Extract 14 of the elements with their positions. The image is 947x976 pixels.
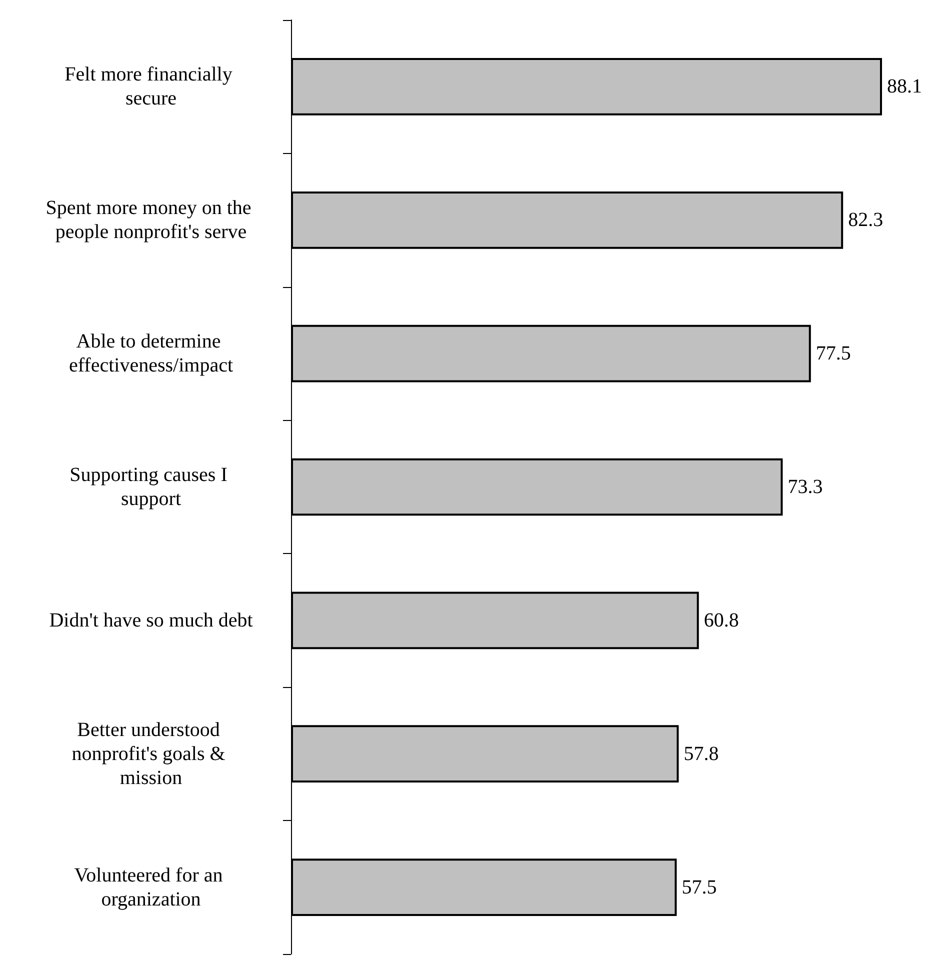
data-label: 77.5 xyxy=(816,342,851,365)
y-tick-label: Didn't have so much debt xyxy=(49,609,254,632)
y-tick-label: Volunteered for an organization xyxy=(74,864,228,910)
data-label: 82.3 xyxy=(848,209,884,232)
data-label: 57.8 xyxy=(684,742,719,765)
data-label: 73.3 xyxy=(788,476,823,498)
y-tick-label: Spent more money on the people nonprofit's serve xyxy=(46,197,256,244)
y-tick-label: Felt more financially secure xyxy=(64,64,238,110)
y-tick-label: Supporting causes I support xyxy=(70,464,232,510)
y-tick-label: Able to determine effectiveness/impact xyxy=(68,330,234,377)
y-tick-label: Better understood nonprofit's goals & mission xyxy=(72,718,230,789)
data-label: 60.8 xyxy=(704,609,739,632)
data-label: 57.5 xyxy=(682,876,717,898)
data-label: 88.1 xyxy=(887,76,922,98)
